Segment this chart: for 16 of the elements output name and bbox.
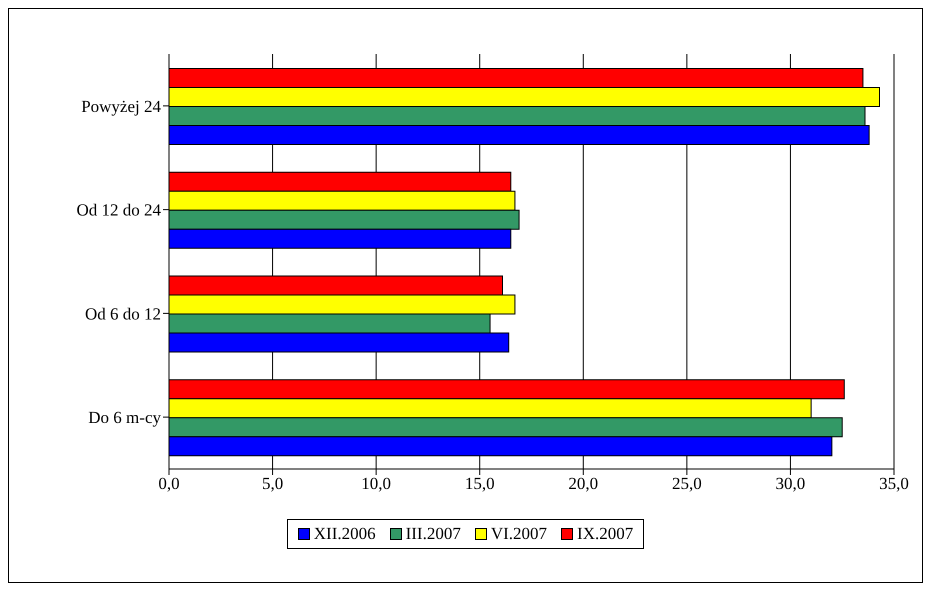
x-tick-label: 5,0	[262, 474, 284, 494]
y-tick-label: Od 6 do 12	[84, 304, 161, 324]
x-tick-label: 10,0	[361, 474, 392, 494]
legend-label: VI.2007	[490, 524, 548, 544]
x-tick-label: 0,0	[158, 474, 180, 494]
y-tick-label: Do 6 m-cy	[88, 408, 162, 428]
x-tick-label: 15,0	[464, 474, 495, 494]
x-tick-label: 30,0	[776, 474, 806, 494]
y-tick-label: Powyżej 24	[81, 96, 162, 116]
x-tick-label: 25,0	[672, 474, 702, 494]
legend-label: IX.2007	[577, 524, 634, 544]
legend-label: III.2007	[406, 524, 461, 544]
y-tick-label: Od 12 do 24	[76, 200, 162, 220]
legend-label: XII.2006	[314, 524, 376, 544]
x-tick-label: 20,0	[568, 474, 598, 494]
x-tick-label: 35,0	[879, 474, 909, 494]
